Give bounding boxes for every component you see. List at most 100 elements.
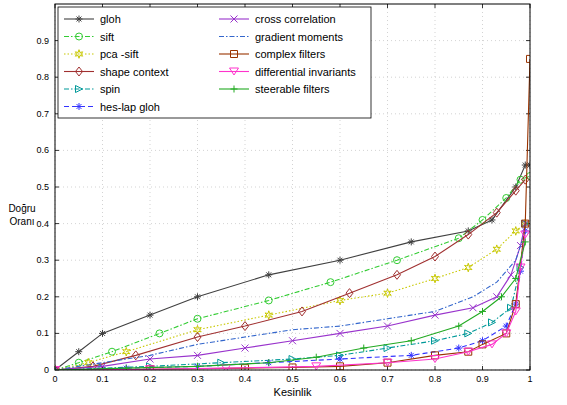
series-marker bbox=[265, 271, 272, 278]
x-tick bbox=[482, 366, 483, 370]
series-marker bbox=[394, 270, 401, 279]
series-marker bbox=[147, 312, 154, 319]
legend-marker bbox=[231, 86, 238, 93]
series-marker bbox=[508, 271, 515, 278]
plot-frame bbox=[55, 4, 530, 370]
legend-label: hes-lap gloh bbox=[100, 101, 160, 113]
series-marker bbox=[432, 312, 439, 319]
series-marker bbox=[289, 337, 296, 344]
grid bbox=[55, 4, 530, 370]
series-marker bbox=[522, 220, 529, 227]
legend-marker bbox=[76, 33, 83, 40]
series-marker bbox=[265, 359, 272, 366]
x-tick bbox=[387, 4, 388, 8]
series-line bbox=[55, 235, 525, 370]
legend-label: gloh bbox=[100, 13, 121, 25]
y-tick-label: 0.8 bbox=[36, 72, 49, 82]
x-tick-label: 0 bbox=[52, 374, 57, 384]
y-grid-line bbox=[55, 223, 530, 224]
y-tick-label: 0.5 bbox=[36, 182, 49, 192]
y-tick bbox=[526, 40, 530, 41]
series-marker bbox=[511, 308, 520, 315]
series-line bbox=[55, 165, 530, 370]
series-marker bbox=[242, 322, 249, 331]
series-marker bbox=[194, 293, 201, 300]
legend-label: steerable filters bbox=[255, 83, 330, 95]
series-marker bbox=[522, 238, 529, 245]
x-tick-label: 0.9 bbox=[476, 374, 489, 384]
y-tick bbox=[55, 333, 59, 334]
y-tick bbox=[55, 296, 59, 297]
y-grid-line bbox=[55, 333, 530, 334]
series-marker bbox=[465, 330, 472, 337]
y-grid-line bbox=[55, 187, 530, 188]
series-marker bbox=[327, 279, 334, 286]
series-marker bbox=[431, 274, 438, 283]
y-tick bbox=[55, 260, 59, 261]
series-line bbox=[55, 180, 525, 370]
series-marker bbox=[337, 363, 344, 370]
x-tick-label: 0.1 bbox=[96, 374, 109, 384]
legend-label: cross correlation bbox=[255, 13, 336, 25]
legend-label: differential invariants bbox=[255, 66, 356, 78]
series-marker bbox=[313, 354, 320, 361]
series-marker bbox=[156, 330, 163, 337]
series-marker bbox=[147, 356, 154, 363]
y-tick-label: 0.4 bbox=[36, 219, 49, 229]
x-tick-label: 1 bbox=[527, 374, 532, 384]
x-grid-line bbox=[482, 4, 483, 370]
series-marker bbox=[479, 308, 486, 315]
y-tick-label: 0 bbox=[44, 365, 49, 375]
chart: 00.10.20.30.40.50.60.70.80.9100.10.20.30… bbox=[0, 0, 567, 405]
legend-marker bbox=[231, 16, 238, 23]
series-marker bbox=[123, 347, 130, 356]
y-axis-label-line: Oranı bbox=[9, 216, 34, 227]
series-marker bbox=[194, 333, 201, 342]
y-tick-label: 0.3 bbox=[36, 255, 49, 265]
series-marker bbox=[337, 257, 344, 264]
legend-marker bbox=[76, 16, 83, 23]
legend-swatch bbox=[64, 71, 94, 72]
y-tick bbox=[55, 223, 59, 224]
y-tick bbox=[526, 260, 530, 261]
x-axis-label: Kesinlik bbox=[274, 386, 312, 398]
series-marker bbox=[408, 352, 415, 359]
series-marker bbox=[465, 263, 472, 272]
y-tick-label: 0.1 bbox=[36, 328, 49, 338]
series-line bbox=[55, 224, 525, 370]
x-tick-label: 0.4 bbox=[239, 374, 252, 384]
legend-swatch bbox=[64, 88, 94, 89]
series-marker bbox=[489, 319, 496, 326]
x-tick-label: 0.7 bbox=[381, 374, 394, 384]
y-tick-label: 0.6 bbox=[36, 145, 49, 155]
y-tick bbox=[526, 150, 530, 151]
x-tick-label: 0.3 bbox=[191, 374, 204, 384]
legend-marker bbox=[231, 51, 238, 58]
series-marker bbox=[109, 348, 116, 355]
series-marker bbox=[55, 367, 59, 371]
background bbox=[0, 0, 567, 405]
series-marker bbox=[432, 252, 439, 261]
series-marker bbox=[455, 323, 462, 330]
series-line bbox=[55, 231, 525, 370]
x-tick-label: 0.8 bbox=[429, 374, 442, 384]
legend-label: complex filters bbox=[255, 48, 326, 60]
series-marker bbox=[265, 311, 272, 320]
series-line bbox=[55, 224, 525, 370]
series-marker bbox=[242, 345, 249, 352]
series-marker bbox=[470, 304, 477, 311]
legend-label: spin bbox=[100, 83, 120, 95]
series-marker bbox=[132, 351, 139, 360]
x-tick-label: 0.6 bbox=[334, 374, 347, 384]
series-marker bbox=[522, 175, 529, 184]
series-marker bbox=[527, 55, 531, 62]
y-grid-line bbox=[55, 260, 530, 261]
x-tick-label: 0.5 bbox=[286, 374, 299, 384]
series-marker bbox=[194, 363, 201, 370]
x-tick bbox=[435, 366, 436, 370]
series-marker bbox=[512, 227, 519, 236]
legend-swatch bbox=[219, 71, 249, 72]
series-marker bbox=[265, 359, 272, 366]
series-marker bbox=[408, 238, 415, 245]
series-marker bbox=[431, 356, 440, 363]
